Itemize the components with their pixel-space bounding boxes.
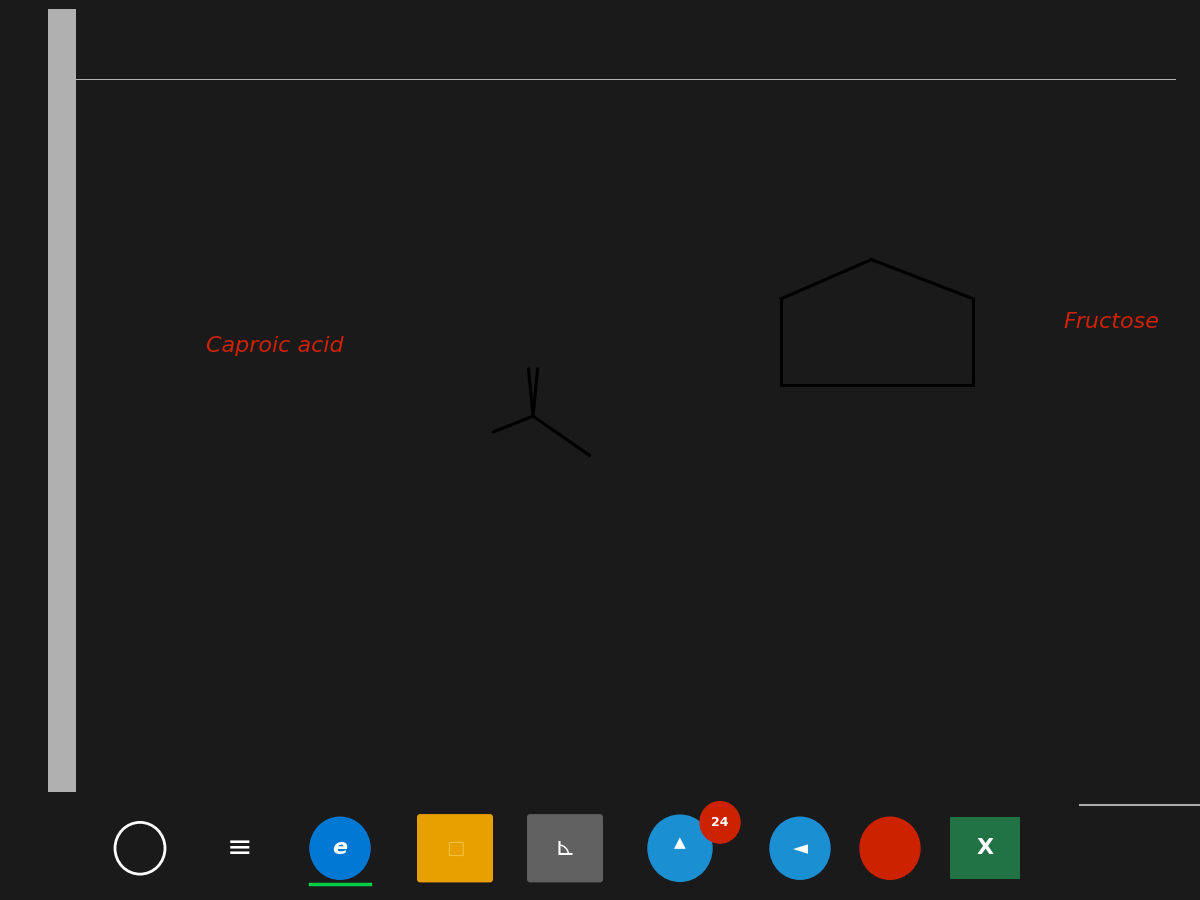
Text: ⊾: ⊾ xyxy=(554,836,576,860)
Text: H: H xyxy=(978,400,991,418)
Text: H: H xyxy=(739,310,754,328)
Text: CH$_3$(CH$_2$)$_3$CH$_2$: CH$_3$(CH$_2$)$_3$CH$_2$ xyxy=(353,420,491,443)
Text: Caproic acid: Caproic acid xyxy=(206,336,343,356)
Text: differ so drastically. The structures for these two molecules are provided: differ so drastically. The structures fo… xyxy=(138,232,1097,258)
Circle shape xyxy=(700,802,740,843)
Text: Fructose: Fructose xyxy=(1063,312,1159,332)
Circle shape xyxy=(648,815,712,881)
Text: alpha helix at pH=5? Provide 3 reasons to justify your answer.: alpha helix at pH=5? Provide 3 reasons t… xyxy=(88,36,910,62)
Text: OH: OH xyxy=(595,457,625,477)
Text: OH: OH xyxy=(984,265,1012,283)
Text: caproic acid is 31.6°C. Explain why the melting points for the two molecules: caproic acid is 31.6°C. Explain why the … xyxy=(138,185,1148,211)
Circle shape xyxy=(310,817,370,879)
Text: CH$_2$OH: CH$_2$OH xyxy=(990,363,1052,383)
Text: X: X xyxy=(977,838,994,859)
Text: HO: HO xyxy=(990,325,1018,343)
Text: 4.: 4. xyxy=(88,91,116,117)
Text: H: H xyxy=(739,340,754,358)
FancyBboxPatch shape xyxy=(418,814,493,882)
Text: ▲: ▲ xyxy=(674,835,686,850)
Text: ≡: ≡ xyxy=(227,833,253,863)
Text: CH$_2$OH: CH$_2$OH xyxy=(707,263,770,283)
FancyBboxPatch shape xyxy=(48,9,77,792)
Text: O: O xyxy=(526,338,541,357)
Text: below.: below. xyxy=(138,279,223,305)
FancyBboxPatch shape xyxy=(527,814,604,882)
Text: ◄: ◄ xyxy=(792,839,808,858)
Text: backbone. The melting point of fructose is 103°C and the melting point of: backbone. The melting point of fructose … xyxy=(138,139,1117,164)
Text: □: □ xyxy=(446,839,464,858)
Text: 24: 24 xyxy=(712,816,728,829)
Circle shape xyxy=(770,817,830,879)
Circle shape xyxy=(860,817,920,879)
Text: OH: OH xyxy=(756,400,784,418)
Text: e: e xyxy=(332,838,348,859)
FancyBboxPatch shape xyxy=(950,817,1020,879)
Text: Fructose and caproic acid are both molecules that contain a 6 carbon: Fructose and caproic acid are both molec… xyxy=(138,91,1056,117)
Text: O: O xyxy=(870,230,884,248)
